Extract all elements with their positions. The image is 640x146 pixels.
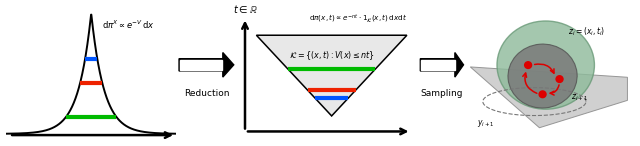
Text: $z_{i+1}$: $z_{i+1}$ <box>571 92 588 103</box>
Polygon shape <box>470 67 627 128</box>
FancyArrowPatch shape <box>534 64 554 73</box>
Text: Sampling: Sampling <box>420 89 463 98</box>
Text: $\mathrm{d}\pi^X \propto e^{-V}\,\mathrm{d}x$: $\mathrm{d}\pi^X \propto e^{-V}\,\mathrm… <box>102 19 155 31</box>
Text: Reduction: Reduction <box>184 89 229 98</box>
Text: $\mathcal{K} = \{(x,t): V(x) \leq nt\}$: $\mathcal{K} = \{(x,t): V(x) \leq nt\}$ <box>289 49 374 62</box>
Polygon shape <box>180 60 223 70</box>
Circle shape <box>556 76 563 82</box>
Text: $\mathrm{d}\pi(x,t) \propto e^{-nt}\cdot 1_{\mathcal{K}}(x,t)\,\mathrm{d}x\mathr: $\mathrm{d}\pi(x,t) \propto e^{-nt}\cdot… <box>308 12 407 25</box>
Polygon shape <box>421 60 454 70</box>
Polygon shape <box>257 35 407 116</box>
Polygon shape <box>179 53 234 77</box>
Ellipse shape <box>508 44 577 108</box>
Text: $t \in \mathbb{R}$: $t \in \mathbb{R}$ <box>232 2 257 15</box>
Circle shape <box>539 91 546 98</box>
Text: $z_i = (x_i, t_i)$: $z_i = (x_i, t_i)$ <box>568 26 605 39</box>
Ellipse shape <box>497 21 595 109</box>
Circle shape <box>525 62 532 68</box>
FancyArrowPatch shape <box>550 85 559 95</box>
Text: $y_{i+1}$: $y_{i+1}$ <box>477 118 494 129</box>
FancyArrowPatch shape <box>523 73 537 93</box>
Polygon shape <box>420 53 463 77</box>
